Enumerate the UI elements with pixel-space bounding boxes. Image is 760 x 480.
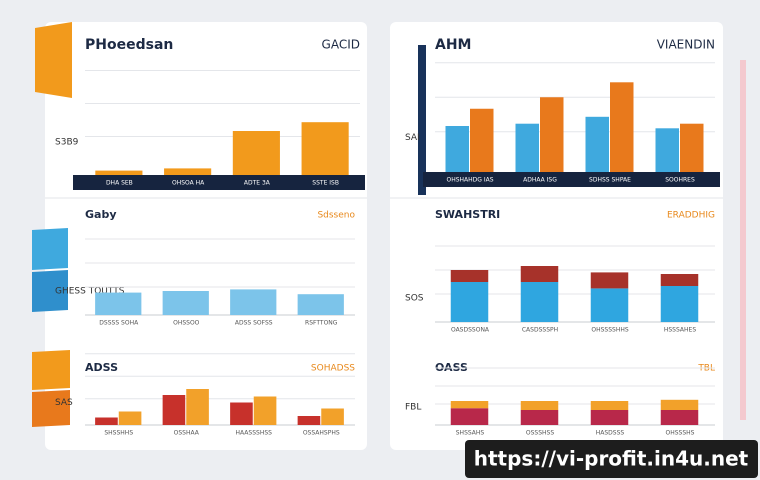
bar <box>301 122 349 175</box>
category-label: SHSSHHS <box>104 430 133 437</box>
bar <box>590 410 629 425</box>
axis-label: SAI <box>405 133 420 143</box>
category-label: ADHAA ISG <box>523 177 557 184</box>
panel-title: ADSS <box>85 361 118 374</box>
bar <box>450 401 489 409</box>
left-card <box>45 22 367 450</box>
bar <box>590 272 629 289</box>
panel-subtitle: VIAENDIN <box>657 38 715 52</box>
bar <box>590 401 629 410</box>
label-band <box>73 175 365 190</box>
bar <box>95 170 143 175</box>
bar <box>450 282 489 322</box>
category-label: OHSSOO <box>173 320 200 327</box>
panel-subtitle: ERADDHIG <box>667 211 715 221</box>
bar <box>450 408 489 425</box>
side-tab <box>32 228 68 270</box>
axis-label: GHESS TOUTTS <box>55 287 125 297</box>
side-tab <box>32 350 70 390</box>
category-label: OSSAHSPHS <box>303 430 340 437</box>
bar <box>297 294 344 315</box>
category-label: OASDSSONA <box>451 327 490 334</box>
category-label: HAASSSHSS <box>236 430 273 437</box>
category-label: HSSSAHES <box>664 327 696 334</box>
side-tab <box>35 22 72 98</box>
bar <box>162 291 209 315</box>
edge-accent <box>740 60 746 420</box>
bar <box>520 282 559 322</box>
axis-label: FBL <box>405 403 421 413</box>
category-label: DHA SEB <box>106 180 133 187</box>
axis-bar <box>418 45 426 195</box>
bar <box>297 416 321 425</box>
category-label: OSSSHSS <box>526 430 554 437</box>
panel-title: Gaby <box>85 208 117 221</box>
side-tab <box>32 390 70 427</box>
bar <box>520 401 559 410</box>
bar <box>520 266 559 282</box>
axis-label: SOS <box>405 294 424 304</box>
panel-subtitle: Sdsseno <box>317 211 355 221</box>
bar <box>660 410 699 425</box>
bar <box>321 408 344 425</box>
panel-title: PHoeedsan <box>85 37 173 53</box>
axis-label: S3B9 <box>55 138 79 148</box>
category-label: SSTE ISB <box>312 180 339 187</box>
panel-title: AHM <box>435 37 471 53</box>
bar <box>585 116 609 172</box>
url-badge <box>465 440 758 478</box>
axis-label: SAS <box>55 398 73 408</box>
bar <box>95 417 118 425</box>
category-label: RSFTTONG <box>305 320 338 327</box>
bar <box>470 108 494 172</box>
bar <box>660 286 699 322</box>
category-label: OHSSSHS <box>666 430 695 437</box>
category-label: DSSSS SOHA <box>99 320 139 327</box>
category-label: SOOHRES <box>665 177 695 184</box>
bar <box>610 82 634 172</box>
bar <box>655 128 679 172</box>
bar <box>540 97 564 172</box>
category-label: OHSSSSHHS <box>591 327 628 334</box>
panel-title: SWAHSTRI <box>435 208 500 221</box>
label-band <box>423 172 720 187</box>
category-label: CASDSSSPH <box>522 327 558 334</box>
bar <box>660 274 699 286</box>
bar <box>164 168 212 175</box>
bar <box>680 123 704 172</box>
category-label: SHSSAHS <box>456 430 485 437</box>
footer-url: https://vi-profit.in4u.net <box>474 447 749 471</box>
bar <box>590 288 629 322</box>
category-label: OHSOA HA <box>172 180 205 187</box>
category-label: HASDSSS <box>596 430 625 437</box>
panel-subtitle: GACID <box>322 38 360 52</box>
bar <box>445 126 469 172</box>
bar <box>232 131 280 175</box>
bar <box>450 270 489 282</box>
category-label: OSSHAA <box>174 430 200 437</box>
bar <box>118 411 142 425</box>
category-label: SDHSS SHPAE <box>589 177 631 184</box>
bar <box>230 289 277 315</box>
bar <box>520 410 559 425</box>
bar <box>95 292 142 315</box>
bar <box>515 123 539 172</box>
category-label: OHSHAHDG IAS <box>446 177 493 184</box>
panel-subtitle: SOHADSS <box>311 364 355 374</box>
bar <box>186 389 209 425</box>
category-label: ADSS SOFSS <box>235 320 273 327</box>
bar <box>162 395 186 425</box>
bar <box>660 399 699 410</box>
bar <box>230 402 253 425</box>
side-tab <box>32 270 68 312</box>
category-label: ADTE 3A <box>244 180 271 187</box>
bar <box>253 396 277 425</box>
